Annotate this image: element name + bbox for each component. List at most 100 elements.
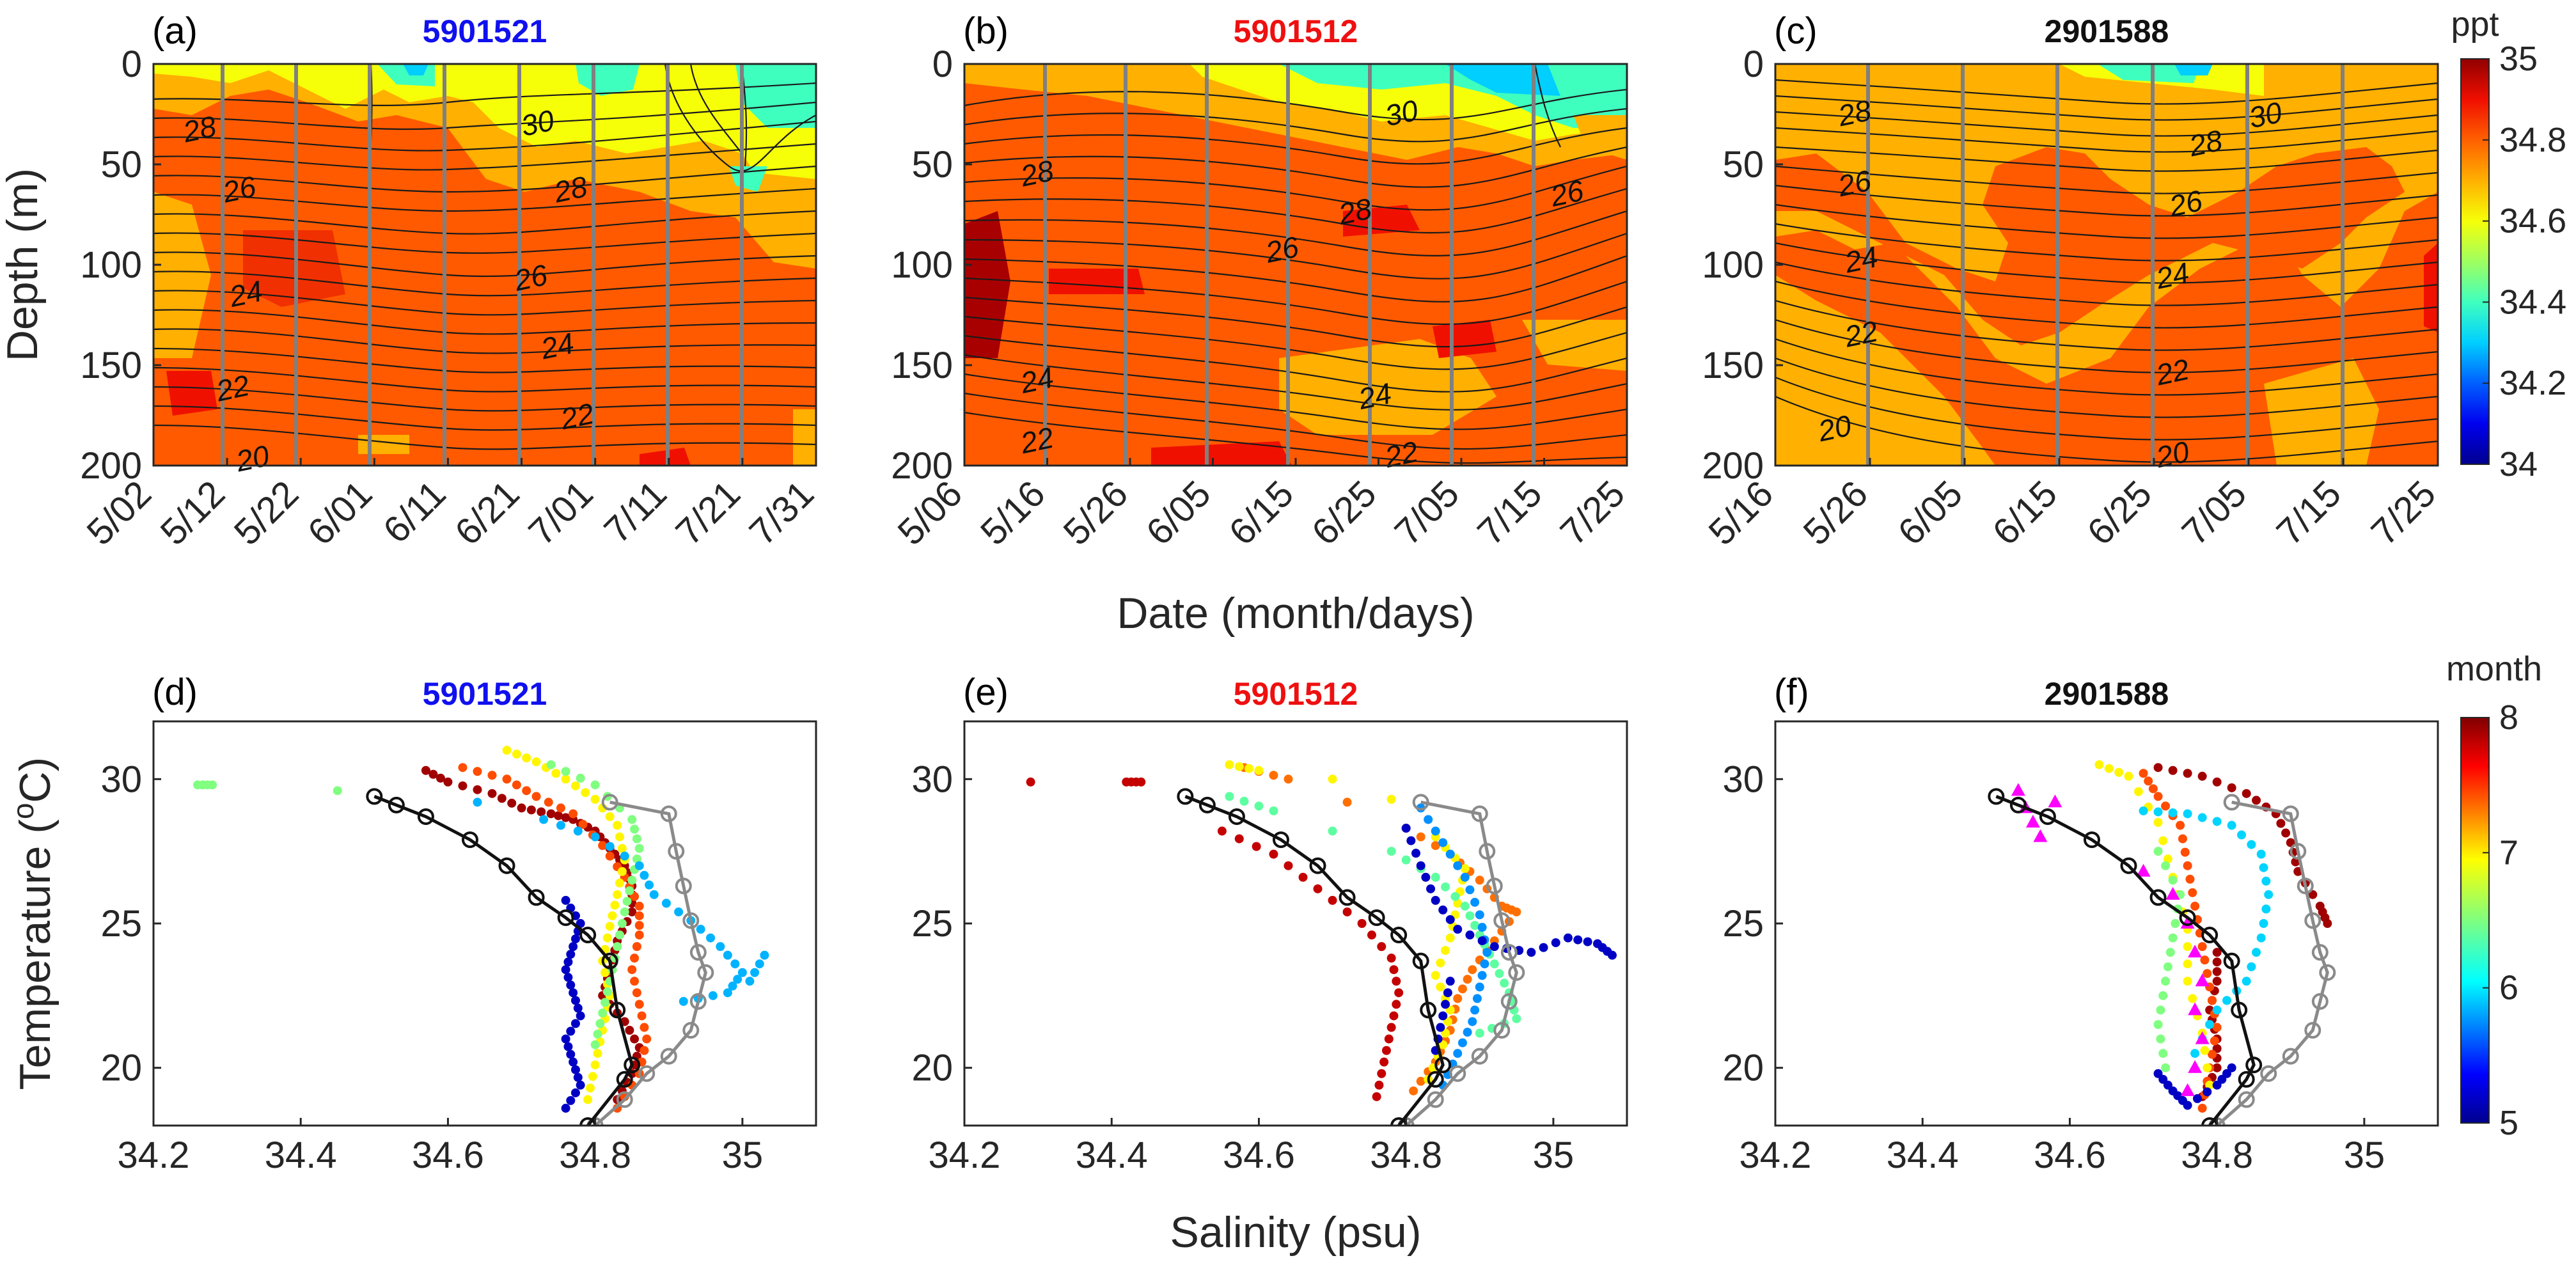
ts-point (634, 901, 644, 911)
contour-label: 28 (551, 169, 590, 209)
ts-point (640, 1023, 649, 1032)
ts-point (634, 844, 644, 853)
ts-point (443, 777, 453, 787)
x-tick-label: 7/31 (741, 473, 822, 553)
ts-point (569, 988, 578, 998)
contour-label: 26 (1547, 173, 1587, 213)
y-tick-label: 20 (100, 1048, 142, 1089)
ts-point (598, 841, 608, 851)
ts-point (1453, 925, 1463, 934)
ts-point (2207, 1049, 2217, 1059)
ts-point (2156, 1034, 2165, 1044)
ts-point (1475, 982, 1484, 992)
ts-point (2139, 806, 2148, 815)
ts-point (473, 767, 482, 776)
y-tick-label: 20 (911, 1048, 953, 1089)
ts-point (2153, 807, 2163, 817)
ts-point (566, 950, 576, 959)
contour-label: 22 (1381, 435, 1421, 475)
reference-black-marker (1339, 889, 1356, 906)
ts-point (661, 899, 671, 908)
ts-point (1431, 895, 1440, 905)
x-tick-label: 5/26 (1055, 473, 1136, 553)
colorbar-tick-label: 34.6 (2499, 202, 2566, 240)
ts-point (2227, 1063, 2236, 1072)
ts-point (573, 1003, 583, 1013)
ts-point (2139, 769, 2148, 778)
ts-point (1465, 930, 1475, 940)
ts-point (1342, 797, 1352, 807)
ts-point (497, 794, 507, 803)
reference-gray-line (2216, 800, 2329, 1126)
panel-e-label: (e) (963, 671, 1009, 713)
ts-point (1377, 942, 1386, 952)
colorbar-tick-label: 7 (2499, 833, 2518, 872)
ts-point (561, 774, 570, 784)
ts-point (1401, 855, 1411, 865)
ts-triangle-point (2048, 794, 2062, 808)
ts-point (1245, 764, 1254, 773)
ts-point (561, 895, 570, 905)
ts-point (723, 950, 732, 960)
ts-point (1136, 777, 1146, 787)
ts-point (2168, 875, 2178, 885)
ts-point (2168, 808, 2178, 817)
ts-point (1460, 901, 1470, 911)
ts-point (585, 1083, 595, 1093)
reference-black-marker (1272, 831, 1289, 849)
ts-point (1573, 935, 1583, 945)
panel-c-float-lines (1866, 64, 2344, 466)
ts-point (2197, 1103, 2207, 1113)
ts-point (593, 1030, 602, 1039)
x-tick-label: 7/15 (2268, 473, 2349, 553)
contour-label: 28 (2186, 123, 2226, 163)
ts-point (1465, 911, 1475, 920)
ts-point (1431, 872, 1440, 882)
ts-point (1377, 1069, 1386, 1078)
ts-point (598, 1008, 608, 1017)
reference-gray-marker (1479, 843, 1496, 860)
ts-point (1500, 978, 1509, 988)
ts-triangle-point (2188, 945, 2203, 958)
ts-point (544, 797, 553, 807)
ts-point (2212, 957, 2222, 967)
reference-black-marker (1988, 788, 2005, 805)
ts-point (1239, 796, 1249, 806)
ts-point (1527, 948, 1536, 957)
contour-label: 26 (1262, 230, 1301, 269)
ts-point (1394, 988, 1404, 998)
ts-point (1482, 948, 1492, 957)
ts-point (2124, 771, 2133, 781)
reference-black-marker (579, 1117, 597, 1126)
panel-c-label: (c) (1774, 10, 1818, 52)
ts-point (517, 803, 526, 813)
panel-b-float-lines (1043, 64, 1535, 466)
bottom-y-axis-label: Temperature (oC) (6, 757, 59, 1090)
reference-black-marker (528, 889, 545, 906)
ts-point (620, 907, 629, 916)
ts-point (1401, 824, 1411, 833)
ts-point (576, 773, 585, 783)
x-tick-label: 6/11 (375, 473, 454, 551)
ts-point (573, 826, 583, 836)
ts-point (632, 854, 641, 864)
ts-point (1489, 942, 1499, 952)
y-tick-label: 30 (911, 758, 953, 800)
y-tick-label: 50 (1722, 144, 1764, 185)
ts-point (634, 921, 644, 930)
reference-gray-marker (2304, 912, 2321, 929)
reference-gray-marker (2238, 1091, 2255, 1108)
ts-point (1284, 861, 1293, 870)
ts-point (2210, 1036, 2219, 1046)
ts-point (590, 1040, 600, 1049)
ts-point (1313, 884, 1323, 893)
panel-a-float-lines (221, 64, 744, 466)
ts-point (2222, 996, 2232, 1005)
y-tick-label: 200 (1702, 445, 1764, 487)
ts-point (2212, 948, 2222, 957)
ts-point (2156, 1005, 2165, 1015)
ts-point (1477, 923, 1487, 932)
ts-point (531, 757, 541, 767)
ts-point (1269, 849, 1278, 859)
ts-point (634, 861, 644, 870)
